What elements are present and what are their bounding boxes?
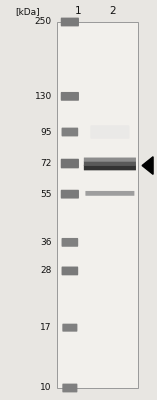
- FancyBboxPatch shape: [62, 324, 77, 332]
- FancyBboxPatch shape: [61, 92, 79, 101]
- Text: 95: 95: [40, 128, 52, 136]
- Text: 1: 1: [75, 6, 82, 16]
- FancyBboxPatch shape: [85, 191, 134, 196]
- Text: [kDa]: [kDa]: [15, 7, 40, 16]
- Text: 250: 250: [35, 18, 52, 26]
- Text: 10: 10: [40, 384, 52, 392]
- Text: 130: 130: [35, 92, 52, 101]
- FancyBboxPatch shape: [61, 159, 79, 168]
- Text: 28: 28: [41, 266, 52, 276]
- FancyBboxPatch shape: [84, 161, 136, 166]
- Text: 36: 36: [40, 238, 52, 247]
- Polygon shape: [142, 157, 153, 174]
- Text: 17: 17: [40, 323, 52, 332]
- Text: 72: 72: [41, 159, 52, 168]
- Bar: [57, 22, 138, 388]
- Text: 2: 2: [110, 6, 116, 16]
- FancyBboxPatch shape: [90, 125, 130, 139]
- FancyBboxPatch shape: [62, 238, 78, 247]
- FancyBboxPatch shape: [65, 159, 75, 168]
- FancyBboxPatch shape: [61, 190, 79, 198]
- FancyBboxPatch shape: [84, 158, 136, 162]
- FancyBboxPatch shape: [62, 266, 78, 275]
- FancyBboxPatch shape: [62, 384, 77, 392]
- FancyBboxPatch shape: [62, 128, 78, 136]
- Text: 55: 55: [40, 190, 52, 199]
- FancyBboxPatch shape: [84, 165, 136, 170]
- FancyBboxPatch shape: [61, 18, 79, 26]
